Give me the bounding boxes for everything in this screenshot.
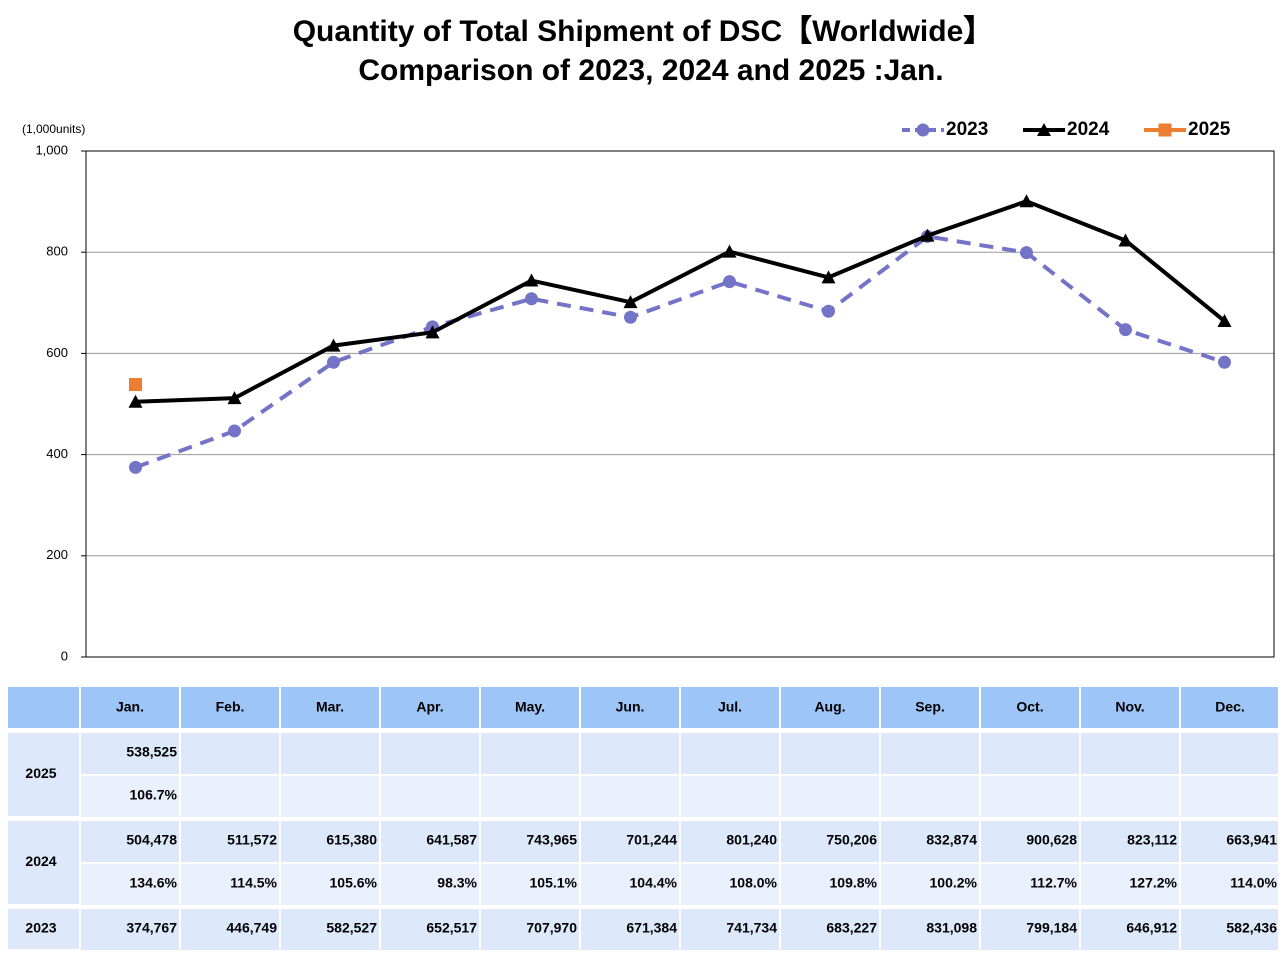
table-cell: 105.1% bbox=[530, 875, 578, 891]
marker bbox=[128, 394, 143, 408]
chart-subtitle: Comparison of 2023, 2024 and 2025 :Jan. bbox=[358, 54, 943, 87]
marker bbox=[129, 378, 142, 392]
table-cell: 582,436 bbox=[1226, 920, 1277, 936]
table-cell: 671,384 bbox=[626, 920, 677, 936]
table-cell: 114.0% bbox=[1230, 875, 1277, 891]
table-cell: 105.6% bbox=[330, 875, 378, 891]
table-cell: 707,970 bbox=[526, 920, 577, 936]
marker bbox=[821, 270, 836, 284]
table-cell: 831,098 bbox=[926, 920, 977, 936]
table-cell: 134.6% bbox=[130, 875, 178, 891]
table-cell: 900,628 bbox=[1026, 832, 1077, 848]
table-cell: 663,941 bbox=[1226, 832, 1277, 848]
table-cell: 511,572 bbox=[227, 832, 277, 848]
y-tick-label: 800 bbox=[46, 244, 68, 259]
table-cell: 741,734 bbox=[726, 920, 777, 936]
table-header: Nov. bbox=[1115, 699, 1144, 715]
marker bbox=[1119, 323, 1132, 337]
y-tick-label: 400 bbox=[46, 446, 68, 461]
y-tick-label: 200 bbox=[46, 547, 68, 562]
table-header: Oct. bbox=[1016, 699, 1043, 715]
table-header: May. bbox=[515, 699, 545, 715]
marker bbox=[524, 273, 539, 287]
table-year-bg bbox=[8, 821, 79, 904]
marker bbox=[1019, 194, 1034, 208]
table-cell: 114.5% bbox=[230, 875, 277, 891]
plot-frame bbox=[85, 150, 1275, 658]
table-cell: 100.2% bbox=[930, 875, 978, 891]
table-header: Jan. bbox=[116, 699, 144, 715]
table-cell: 374,767 bbox=[126, 920, 177, 936]
table-cell: 109.8% bbox=[830, 875, 878, 891]
marker bbox=[425, 325, 440, 339]
marker bbox=[722, 244, 737, 258]
table-cell: 701,244 bbox=[626, 832, 677, 848]
y-axis-label: (1,000units) bbox=[22, 122, 85, 136]
y-tick-label: 1,000 bbox=[35, 142, 68, 157]
table-year: 2024 bbox=[25, 853, 56, 869]
marker bbox=[327, 355, 340, 369]
legend-label: 2024 bbox=[1067, 119, 1110, 140]
table-year-bg bbox=[8, 909, 79, 949]
table-cell: 108.0% bbox=[730, 875, 778, 891]
legend-label: 2025 bbox=[1188, 119, 1231, 140]
marker bbox=[723, 275, 736, 289]
table-cell: 538,525 bbox=[126, 744, 177, 760]
table-cell: 652,517 bbox=[426, 920, 477, 936]
marker bbox=[822, 304, 835, 318]
table-header: Jul. bbox=[718, 699, 742, 715]
legend-label: 2023 bbox=[946, 119, 988, 140]
marker bbox=[525, 292, 538, 306]
marker bbox=[228, 424, 241, 438]
table-cell: 127.2% bbox=[1130, 875, 1178, 891]
table-cell: 504,478 bbox=[126, 832, 177, 848]
marker bbox=[920, 228, 935, 242]
chart-title: Quantity of Total Shipment of DSC【Worldw… bbox=[293, 15, 994, 48]
table-year: 2023 bbox=[25, 920, 56, 936]
table-cell: 832,874 bbox=[926, 832, 977, 848]
marker bbox=[1020, 246, 1033, 260]
table-cell: 446,749 bbox=[226, 920, 277, 936]
table-cell: 799,184 bbox=[1026, 920, 1077, 936]
legend-marker bbox=[1158, 123, 1172, 137]
table-header: Apr. bbox=[416, 699, 443, 715]
y-tick-label: 600 bbox=[46, 345, 68, 360]
marker bbox=[624, 310, 637, 324]
table-header: Feb. bbox=[216, 699, 245, 715]
marker bbox=[326, 338, 341, 352]
table-cell: 750,206 bbox=[826, 832, 877, 848]
marker bbox=[1217, 314, 1232, 328]
table-header: Dec. bbox=[1215, 699, 1245, 715]
table-header: Mar. bbox=[316, 699, 344, 715]
table-cell: 106.7% bbox=[130, 787, 178, 803]
table-header: Sep. bbox=[915, 699, 945, 715]
table-cell: 615,380 bbox=[326, 832, 377, 848]
table-year: 2025 bbox=[25, 765, 56, 781]
table-cell: 823,112 bbox=[1127, 832, 1177, 848]
marker bbox=[227, 391, 242, 405]
marker bbox=[129, 460, 142, 474]
marker bbox=[1218, 355, 1231, 369]
table-cell: 646,912 bbox=[1126, 920, 1177, 936]
table-cell: 683,227 bbox=[826, 920, 877, 936]
table-cell: 104.4% bbox=[630, 875, 678, 891]
table-cell: 112.7% bbox=[1030, 875, 1077, 891]
marker bbox=[623, 295, 638, 309]
marker bbox=[1118, 233, 1133, 247]
table-cell: 582,527 bbox=[326, 920, 377, 936]
table-header-bg bbox=[8, 687, 1278, 728]
y-tick-label: 0 bbox=[61, 648, 68, 663]
table-year-bg bbox=[8, 733, 79, 816]
series-line bbox=[135, 199, 1226, 404]
table-cell: 801,240 bbox=[726, 832, 777, 848]
legend-marker bbox=[1037, 123, 1051, 136]
table-cell: 743,965 bbox=[526, 832, 577, 848]
table-header: Aug. bbox=[814, 699, 845, 715]
table-header: Jun. bbox=[616, 699, 645, 715]
series-line bbox=[134, 234, 1226, 470]
legend-marker bbox=[916, 123, 930, 137]
table-cell: 641,587 bbox=[426, 832, 477, 848]
table-cell: 98.3% bbox=[437, 875, 477, 891]
